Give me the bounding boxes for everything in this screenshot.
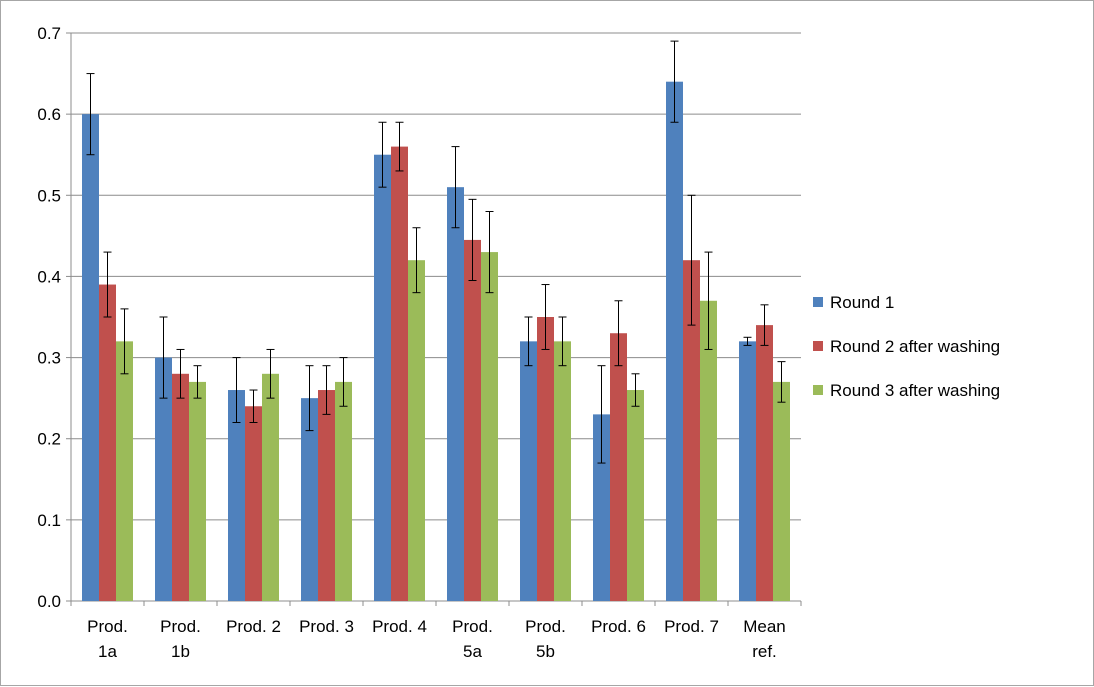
y-tick-label: 0.6 (37, 105, 61, 124)
x-tick-label: Prod. 6 (591, 617, 646, 636)
bar (391, 146, 408, 601)
x-tick-label: Prod. (87, 617, 128, 636)
bar (301, 398, 318, 601)
bar (610, 333, 627, 601)
legend-label: Round 1 (830, 293, 894, 312)
x-tick-label: Prod. (525, 617, 566, 636)
x-tick-label: Prod. (160, 617, 201, 636)
legend-swatch (813, 385, 823, 395)
bar (262, 373, 279, 601)
x-tick-label: ref. (752, 642, 777, 661)
x-tick-label: Prod. 3 (299, 617, 354, 636)
bar (408, 260, 425, 601)
bar (666, 81, 683, 601)
bar (189, 381, 206, 601)
bar (116, 341, 133, 601)
bar (335, 381, 352, 601)
bar (683, 260, 700, 601)
bar (537, 317, 554, 601)
bar (554, 341, 571, 601)
y-tick-label: 0.4 (37, 267, 61, 286)
bar (99, 284, 116, 601)
bar (374, 154, 391, 601)
x-tick-label: Prod. 2 (226, 617, 281, 636)
bar (700, 300, 717, 601)
bar (520, 341, 537, 601)
bar (245, 406, 262, 601)
bar (464, 239, 481, 601)
x-tick-label: Mean (743, 617, 786, 636)
bar (627, 390, 644, 601)
x-tick-label: 1b (171, 642, 190, 661)
bar (756, 325, 773, 601)
legend-swatch (813, 341, 823, 351)
legend-label: Round 2 after washing (830, 337, 1000, 356)
legend-swatch (813, 297, 823, 307)
y-tick-label: 0.2 (37, 430, 61, 449)
bar (447, 187, 464, 601)
bar (318, 390, 335, 601)
x-tick-label: 5a (463, 642, 482, 661)
legend-label: Round 3 after washing (830, 381, 1000, 400)
bar (773, 381, 790, 601)
y-tick-label: 0.3 (37, 349, 61, 368)
x-tick-label: Prod. 7 (664, 617, 719, 636)
bar (172, 373, 189, 601)
x-tick-label: Prod. 4 (372, 617, 427, 636)
y-tick-label: 0.5 (37, 186, 61, 205)
y-tick-label: 0.7 (37, 24, 61, 43)
bar (155, 357, 172, 601)
x-tick-label: Prod. (452, 617, 493, 636)
bar (481, 252, 498, 602)
bar (593, 414, 610, 601)
x-tick-label: 5b (536, 642, 555, 661)
x-tick-label: 1a (98, 642, 117, 661)
bar (82, 114, 99, 602)
y-tick-label: 0.1 (37, 511, 61, 530)
y-tick-label: 0.0 (37, 592, 61, 611)
bar (228, 390, 245, 601)
bar (739, 341, 756, 601)
